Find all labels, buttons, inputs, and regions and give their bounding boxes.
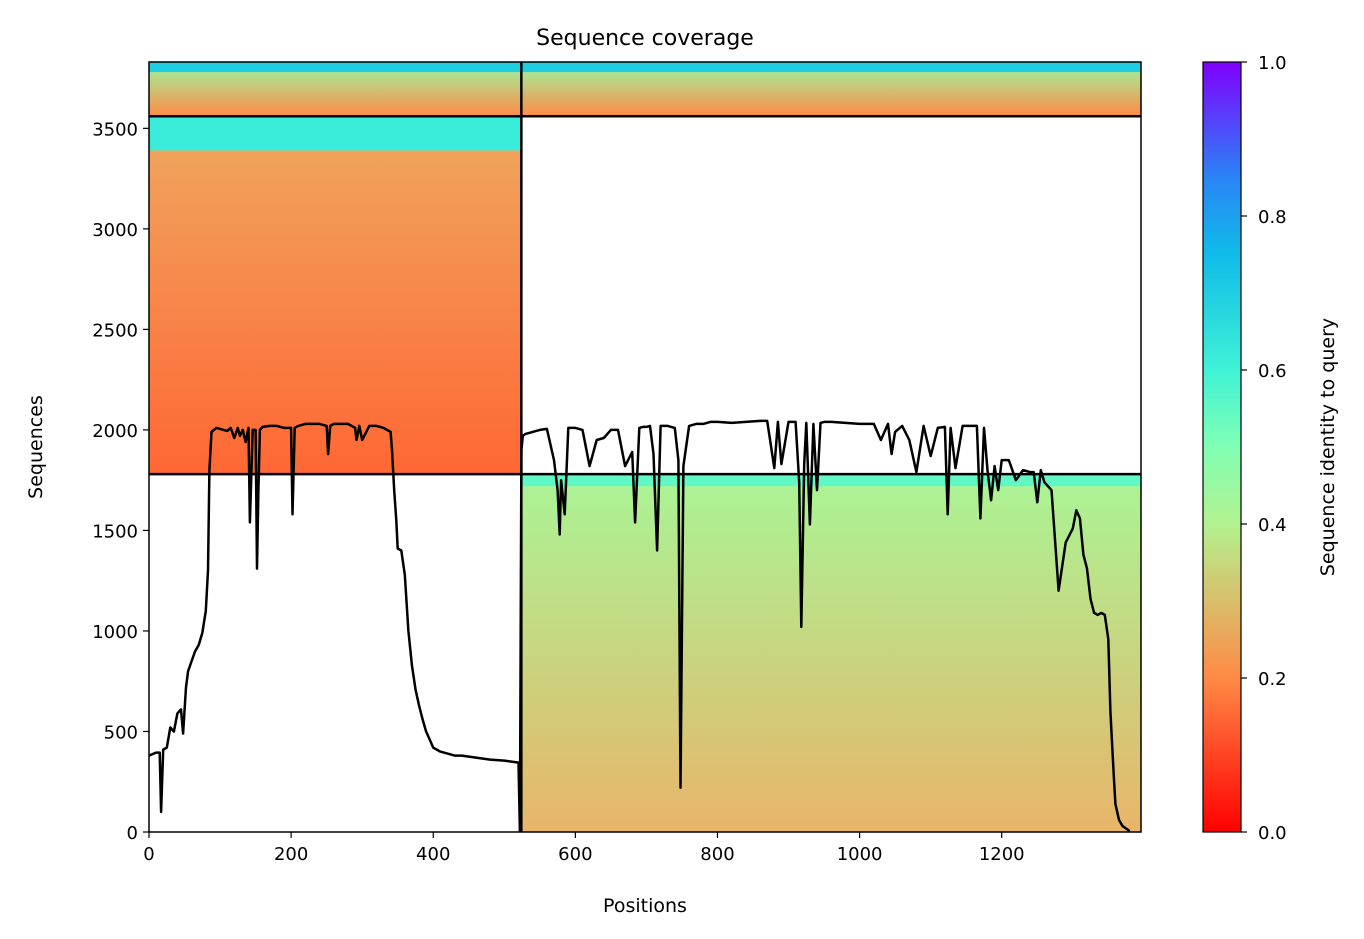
y-tick-label: 2500: [92, 320, 138, 341]
x-tick-label: 600: [558, 844, 592, 865]
y-tick-label: 2000: [92, 421, 138, 442]
colorbar-tick-label: 0.6: [1258, 361, 1287, 382]
y-ticks: 0 500 1000 1500 2000 2500 3000 3500: [92, 119, 149, 844]
coverage-block-cap-2: [149, 62, 1141, 73]
y-tick-label: 0: [127, 823, 138, 844]
colorbar-ticks: 0.0 0.2 0.4 0.6 0.8 1.0: [1241, 53, 1287, 844]
y-tick-label: 3000: [92, 220, 138, 241]
colorbar-tick-label: 0.4: [1258, 515, 1287, 536]
coverage-line: [149, 419, 1131, 832]
x-tick-label: 1200: [979, 844, 1025, 865]
chart-title: Sequence coverage: [536, 26, 754, 51]
coverage-block-cap-0: [149, 116, 522, 151]
x-tick-label: 200: [274, 844, 308, 865]
y-axis-label: Sequences: [25, 395, 47, 499]
colorbar: [1202, 61, 1242, 833]
x-axis-label: Positions: [603, 895, 687, 917]
colorbar-tick-label: 1.0: [1258, 53, 1287, 74]
x-tick-label: 400: [416, 844, 450, 865]
y-tick-label: 1500: [92, 521, 138, 542]
coverage-block-0: [149, 116, 522, 475]
coverage-block-1: [521, 474, 1141, 832]
x-tick-label: 0: [143, 844, 154, 865]
colorbar-tick-label: 0.8: [1258, 207, 1287, 228]
coverage-block-cap-1: [521, 474, 1141, 487]
colorbar-tick-label: 0.2: [1258, 669, 1287, 690]
colorbar-label: Sequence identity to query: [1317, 318, 1339, 576]
colorbar-tick-label: 0.0: [1258, 823, 1287, 844]
coverage-line-layer: [149, 419, 1131, 832]
x-tick-label: 800: [700, 844, 734, 865]
y-tick-label: 1000: [92, 622, 138, 643]
x-ticks: 0 200 400 600 800 1000 1200: [143, 832, 1025, 865]
y-tick-label: 3500: [92, 119, 138, 140]
plot-frame: [148, 61, 1142, 833]
coverage-blocks: [149, 62, 1141, 832]
x-tick-label: 1000: [837, 844, 883, 865]
y-tick-label: 500: [104, 722, 138, 743]
